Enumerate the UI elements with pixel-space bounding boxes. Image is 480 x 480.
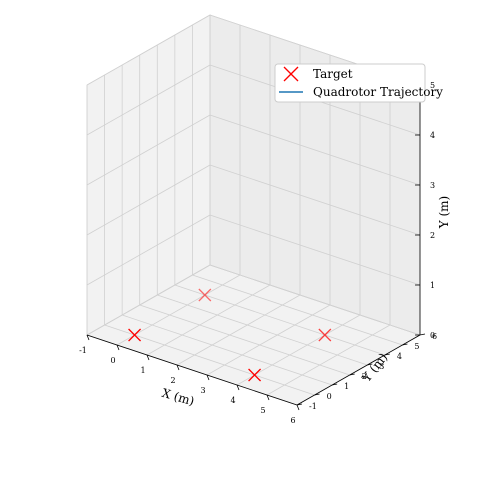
target-marker <box>128 328 142 342</box>
z-tick-label: 4 <box>430 131 435 140</box>
x-tick-label: 5 <box>260 406 265 415</box>
y-tick-label: 6 <box>432 332 437 341</box>
target-marker <box>248 368 262 382</box>
legend-marker-target <box>283 66 299 82</box>
grid-line-x-floor <box>176 294 301 366</box>
x-tick-mark <box>206 374 210 381</box>
x-tick-mark <box>116 344 120 351</box>
z-tick-label: 1 <box>430 281 435 290</box>
y-tick-mark <box>367 363 373 366</box>
data-marks <box>128 288 332 382</box>
y-tick-mark <box>296 403 303 406</box>
grid-line-y-floor <box>157 294 368 366</box>
y-tick-mark <box>384 353 390 356</box>
x-axis-label: X (m) <box>160 386 196 409</box>
target-marker-stroke <box>318 328 332 342</box>
x-tick-label: 4 <box>230 396 235 405</box>
grid-line-z-back <box>209 214 421 286</box>
grid-line-y-floor <box>174 284 385 356</box>
x-tick-mark <box>176 364 180 371</box>
z-tick-label: 5 <box>430 81 435 90</box>
target-marker <box>318 328 332 342</box>
y-tick-label: 3 <box>379 362 384 371</box>
grid-line-y-floor <box>139 304 350 376</box>
z-axis-label: Y (m) <box>437 196 451 229</box>
x-tick-label: -1 <box>79 346 87 355</box>
x-tick-label: 2 <box>170 376 175 385</box>
grid-line-z-back <box>209 264 421 336</box>
grid-line-x-floor <box>236 314 361 386</box>
x-tick-label: 0 <box>110 356 115 365</box>
grid-line-x-floor <box>206 304 331 376</box>
target-marker-stroke <box>128 328 142 342</box>
y-tick-label: 5 <box>414 342 419 351</box>
grid-line-z-back <box>209 114 421 186</box>
x-tick-label: 6 <box>290 416 295 425</box>
y-tick-label: 0 <box>327 392 332 401</box>
y-tick-mark <box>314 393 320 396</box>
axis-lines <box>86 84 426 411</box>
z-tick-label: 2 <box>430 231 435 240</box>
z-tick-label: 0 <box>430 331 435 340</box>
grid-line-z-left <box>86 64 211 136</box>
x-axis-line <box>86 334 298 406</box>
grid-line-x-floor <box>116 274 241 346</box>
target-marker-stroke <box>248 368 262 382</box>
z-tick-label: 3 <box>430 181 435 190</box>
x-tick-label: 3 <box>200 386 205 395</box>
legend-label-target: Target <box>313 67 353 81</box>
y-tick-label: 2 <box>362 372 367 381</box>
x-tick-label: 1 <box>140 366 145 375</box>
grid-line-z-left <box>86 114 211 186</box>
grid-line-z-left <box>86 164 211 236</box>
x-tick-mark <box>266 394 270 401</box>
grid-line-z-left <box>86 14 211 86</box>
legend: Target Quadrotor Trajectory <box>274 63 443 103</box>
x-tick-mark <box>146 354 150 361</box>
legend-label-trajectory: Quadrotor Trajectory <box>313 85 443 99</box>
x-tick-mark <box>296 404 300 411</box>
grid-line-y-floor <box>104 324 315 396</box>
y-tick-label: -1 <box>309 402 317 411</box>
target-marker <box>198 288 212 302</box>
y-tick-label: 1 <box>344 382 349 391</box>
grid-line-x-floor <box>146 284 271 356</box>
grid-line-z-left <box>86 264 211 336</box>
y-tick-label: 4 <box>397 352 402 361</box>
x-tick-mark <box>86 334 90 341</box>
grid-line-y-floor <box>122 314 333 386</box>
y-axis-line <box>296 334 421 406</box>
grid-line-y-floor <box>192 274 403 346</box>
x-tick-mark <box>236 384 240 391</box>
y-tick-mark <box>332 383 338 386</box>
grid-line-x-floor <box>266 324 391 396</box>
y-tick-mark <box>402 343 408 346</box>
grid-line-z-back <box>209 164 421 236</box>
grid-line-z-left <box>86 214 211 286</box>
y-tick-mark <box>349 373 355 376</box>
legend-frame <box>274 63 426 103</box>
y-tick-mark <box>419 333 426 336</box>
target-marker-stroke <box>198 288 212 302</box>
